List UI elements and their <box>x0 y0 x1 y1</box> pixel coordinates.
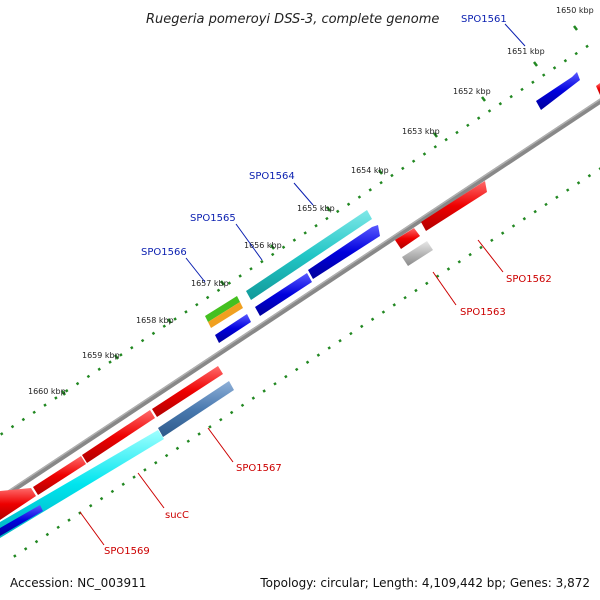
tick-dots-outer <box>0 43 591 443</box>
tick-labels: 1650 kbp 1651 kbp 1652 kbp 1653 kbp 1654… <box>28 6 594 396</box>
gene-red-4[interactable] <box>0 488 36 520</box>
tick-label: 1658 kbp <box>136 316 174 325</box>
tick-label: 1654 kbp <box>351 166 389 175</box>
gene-label-spo1564[interactable]: SPO1564 <box>249 171 295 182</box>
reverse-strand <box>0 181 487 538</box>
tick-label: 1659 kbp <box>82 351 120 360</box>
tick-label: 1653 kbp <box>402 127 440 136</box>
gene-label-spo1569[interactable]: SPO1569 <box>104 546 150 557</box>
map-title: Ruegeria pomeroyi DSS-3, complete genome <box>146 12 439 27</box>
gene-label-spo1565[interactable]: SPO1565 <box>190 213 236 224</box>
gene-labels: SPO1561 SPO1564 SPO1565 SPO1566 SPO1562 … <box>104 14 552 557</box>
gene-spo1566-orange[interactable] <box>208 302 243 328</box>
gene-red-1[interactable] <box>152 366 223 417</box>
tick-label: 1656 kbp <box>244 241 282 250</box>
tick-label: 1652 kbp <box>453 87 491 96</box>
genome-summary-text: Topology: circular; Length: 4,109,442 bp… <box>259 576 590 590</box>
gene-spo1569[interactable] <box>0 505 43 536</box>
gene-label-spo1563[interactable]: SPO1563 <box>460 307 506 318</box>
gene-label-succ[interactable]: sucC <box>165 510 189 521</box>
tick-label: 1655 kbp <box>297 204 335 213</box>
leader-lines <box>79 23 526 546</box>
gene-spo1561[interactable] <box>536 72 580 110</box>
gene-spo1565[interactable] <box>255 273 312 316</box>
tick-label: 1660 kbp <box>28 387 66 396</box>
gene-blue-2[interactable] <box>308 225 380 279</box>
tick-label: 1651 kbp <box>507 47 545 56</box>
gene-edge-partial[interactable] <box>596 83 600 95</box>
gene-spo1566-green[interactable] <box>205 296 240 322</box>
gene-red-small[interactable] <box>395 228 420 249</box>
gene-label-spo1566[interactable]: SPO1566 <box>141 247 187 258</box>
gene-red-3[interactable] <box>33 456 86 495</box>
tick-label: 1650 kbp <box>556 6 594 15</box>
gene-spo1567[interactable] <box>158 381 234 437</box>
gene-label-spo1567[interactable]: SPO1567 <box>236 463 282 474</box>
tick-label: 1657 kbp <box>191 279 229 288</box>
gene-red-2[interactable] <box>82 410 155 463</box>
forward-strand <box>0 72 600 520</box>
accession-text: Accession: NC_003911 <box>10 576 146 590</box>
tick-dots-inner <box>13 158 600 558</box>
tick-marks-outer <box>61 25 578 396</box>
gene-spo1564[interactable] <box>246 210 372 300</box>
gene-spo1563[interactable] <box>402 241 433 266</box>
gene-spo1562[interactable] <box>421 181 487 231</box>
backbone <box>0 66 600 534</box>
gene-label-spo1561[interactable]: SPO1561 <box>461 14 507 25</box>
gene-spo1566-blue[interactable] <box>215 314 251 343</box>
gene-label-spo1562[interactable]: SPO1562 <box>506 274 552 285</box>
